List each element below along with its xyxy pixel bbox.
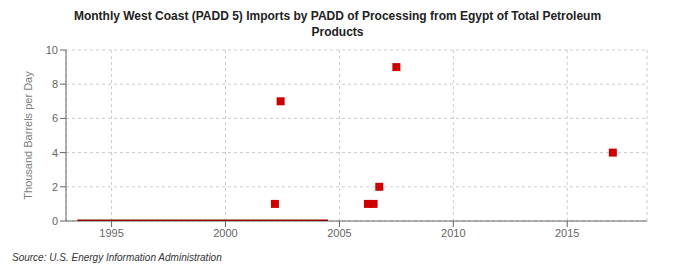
svg-text:2015: 2015 xyxy=(555,227,579,239)
svg-text:2005: 2005 xyxy=(327,227,351,239)
svg-text:2: 2 xyxy=(52,181,58,193)
svg-text:1995: 1995 xyxy=(99,227,123,239)
svg-text:6: 6 xyxy=(52,112,58,124)
svg-text:Thousand Barrels per Day: Thousand Barrels per Day xyxy=(22,71,34,200)
svg-text:8: 8 xyxy=(52,78,58,90)
svg-text:4: 4 xyxy=(52,147,58,159)
svg-text:0: 0 xyxy=(52,215,58,227)
html-text:Monthly West Coast (PADD 5) Im: Monthly West Coast (PADD 5) Imports by P… xyxy=(73,9,602,23)
html-text:Products: Products xyxy=(311,25,364,39)
svg-text:10: 10 xyxy=(46,44,58,56)
svg-text:2000: 2000 xyxy=(213,227,237,239)
html-text:Source: U.S. Energy Informatio: Source: U.S. Energy Information Administ… xyxy=(12,252,222,263)
svg-text:2010: 2010 xyxy=(441,227,465,239)
